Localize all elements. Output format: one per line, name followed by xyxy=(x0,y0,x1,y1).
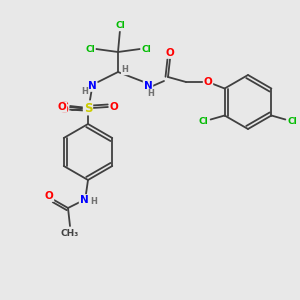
Text: N: N xyxy=(80,195,88,205)
Text: N: N xyxy=(88,81,96,91)
Text: O: O xyxy=(204,77,212,87)
Text: H: H xyxy=(148,89,154,98)
Text: Cl: Cl xyxy=(85,44,95,53)
Text: Cl: Cl xyxy=(199,117,208,126)
Text: H: H xyxy=(82,88,88,97)
Text: O: O xyxy=(110,102,118,112)
Text: Cl: Cl xyxy=(115,22,125,31)
Text: O: O xyxy=(166,48,174,58)
Text: N: N xyxy=(144,81,152,91)
Text: O: O xyxy=(58,102,66,112)
Text: O: O xyxy=(60,101,68,111)
Text: CH₃: CH₃ xyxy=(61,230,79,238)
Text: H: H xyxy=(122,65,128,74)
Text: H: H xyxy=(91,197,98,206)
Text: O: O xyxy=(60,105,68,115)
Text: Cl: Cl xyxy=(141,44,151,53)
Text: Cl: Cl xyxy=(287,117,297,126)
Text: S: S xyxy=(84,101,92,115)
Text: O: O xyxy=(45,191,53,201)
